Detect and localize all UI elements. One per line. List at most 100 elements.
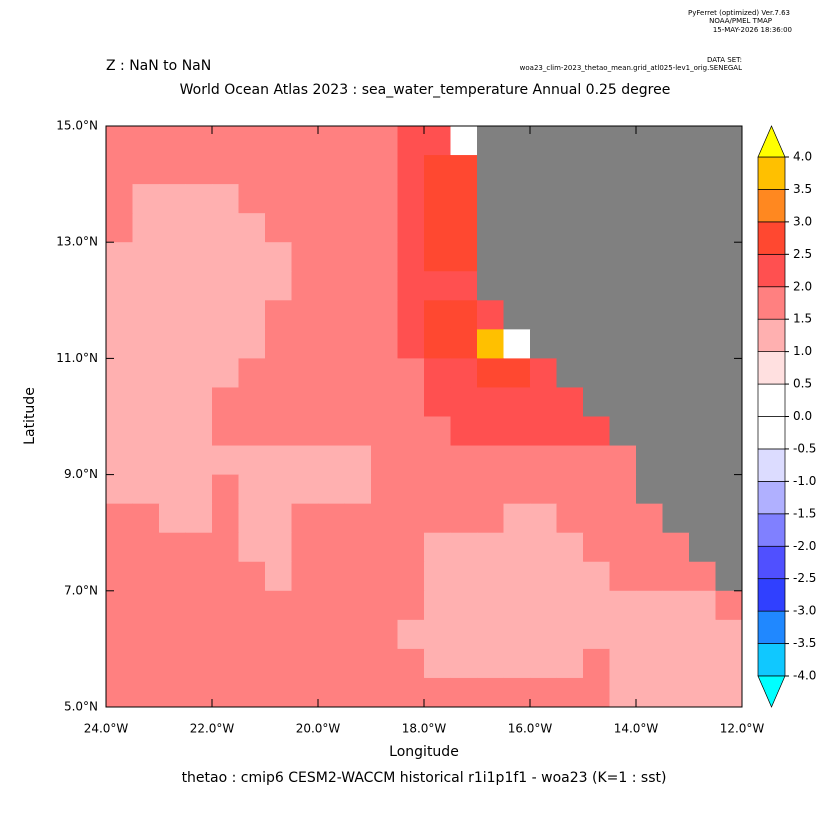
- grid-cell: [185, 503, 213, 534]
- land-cell: [689, 445, 716, 476]
- grid-cell: [609, 532, 637, 563]
- colorbar-label: 3.0: [793, 214, 812, 228]
- land-cell: [715, 184, 743, 214]
- grid-cell: [371, 329, 398, 359]
- grid-cell: [583, 532, 610, 563]
- grid-cell: [238, 648, 266, 679]
- grid-cell: [318, 155, 345, 185]
- grid-cell: [212, 126, 239, 156]
- grid-cell: [636, 619, 663, 650]
- grid-cell: [212, 445, 239, 476]
- grid-cell: [397, 561, 425, 592]
- grid-cell: [185, 648, 213, 679]
- colorbar-label: -0.5: [793, 441, 816, 455]
- grid-cell: [212, 358, 239, 388]
- colorbar-band: [757, 481, 786, 515]
- grid-cell: [424, 155, 451, 185]
- land-cell: [477, 126, 504, 156]
- grid-cell: [106, 474, 133, 505]
- grid-cell: [371, 242, 398, 272]
- grid-cell: [265, 329, 292, 359]
- grid-cell: [212, 590, 239, 621]
- grid-cell: [185, 416, 213, 447]
- grid-cell: [477, 300, 504, 330]
- grid-cell: [609, 474, 637, 505]
- grid-cell: [397, 648, 425, 679]
- land-cell: [689, 242, 716, 272]
- grid-cell: [318, 184, 345, 214]
- land-cell: [636, 271, 663, 301]
- land-cell: [689, 155, 716, 185]
- grid-cell: [424, 126, 451, 156]
- colorbar-band: [757, 545, 786, 580]
- grid-cell: [132, 590, 160, 621]
- land-cell: [689, 213, 716, 243]
- grid-cell: [371, 445, 398, 476]
- grid-cell: [212, 503, 239, 534]
- grid-cell: [371, 503, 398, 534]
- grid-cell: [450, 358, 478, 388]
- grid-cell: [265, 126, 292, 156]
- grid-cell: [185, 242, 213, 272]
- grid-cell: [132, 213, 160, 243]
- grid-cell: [212, 532, 239, 563]
- grid-cell: [344, 590, 372, 621]
- grid-cell: [371, 619, 398, 650]
- land-cell: [609, 184, 637, 214]
- grid-cell: [185, 329, 213, 359]
- grid-cell: [371, 387, 398, 417]
- grid-cell: [477, 532, 504, 563]
- grid-cell: [477, 358, 504, 388]
- grid-cell: [265, 184, 292, 214]
- grid-cell: [450, 242, 478, 272]
- grid-cell: [318, 300, 345, 330]
- land-cell: [715, 300, 743, 330]
- grid-cell: [291, 648, 319, 679]
- grid-cell: [291, 358, 319, 388]
- grid-cell: [609, 619, 637, 650]
- grid-cell: [530, 474, 557, 505]
- grid-cell: [212, 677, 239, 708]
- grid-cell: [689, 677, 716, 708]
- grid-cell: [450, 561, 478, 592]
- x-tick-label: 18.0°W: [402, 722, 447, 736]
- land-cell: [662, 474, 690, 505]
- grid-cell: [397, 445, 425, 476]
- land-cell: [636, 155, 663, 185]
- grid-cell: [556, 474, 584, 505]
- grid-cell: [185, 387, 213, 417]
- grid-cell: [106, 329, 133, 359]
- grid-cell: [530, 358, 557, 388]
- land-cell: [556, 126, 584, 156]
- grid-cell: [556, 590, 584, 621]
- grid-cell: [212, 416, 239, 447]
- colorbar-under: [757, 675, 786, 708]
- grid-cell: [318, 532, 345, 563]
- grid-cell: [132, 126, 160, 156]
- grid-cell: [265, 503, 292, 534]
- grid-cell: [318, 474, 345, 505]
- grid-cell: [530, 503, 557, 534]
- x-tick-label: 22.0°W: [190, 722, 235, 736]
- land-cell: [662, 126, 690, 156]
- colorbar-label: 1.0: [793, 344, 812, 358]
- grid-cell: [344, 416, 372, 447]
- colorbar-band: [757, 318, 786, 352]
- grid-cell: [450, 184, 478, 214]
- land-cell: [530, 126, 557, 156]
- land-cell: [583, 387, 610, 417]
- grid-cell: [238, 590, 266, 621]
- grid-cell: [371, 561, 398, 592]
- grid-cell: [159, 619, 186, 650]
- grid-cell: [344, 445, 372, 476]
- land-cell: [556, 329, 584, 359]
- grid-cell: [265, 445, 292, 476]
- grid-cell: [371, 155, 398, 185]
- grid-cell: [132, 474, 160, 505]
- y-tick-label: 9.0°N: [64, 467, 98, 481]
- land-cell: [556, 184, 584, 214]
- grid-cell: [715, 619, 743, 650]
- grid-cell: [238, 329, 266, 359]
- grid-cell: [159, 416, 186, 447]
- land-cell: [689, 474, 716, 505]
